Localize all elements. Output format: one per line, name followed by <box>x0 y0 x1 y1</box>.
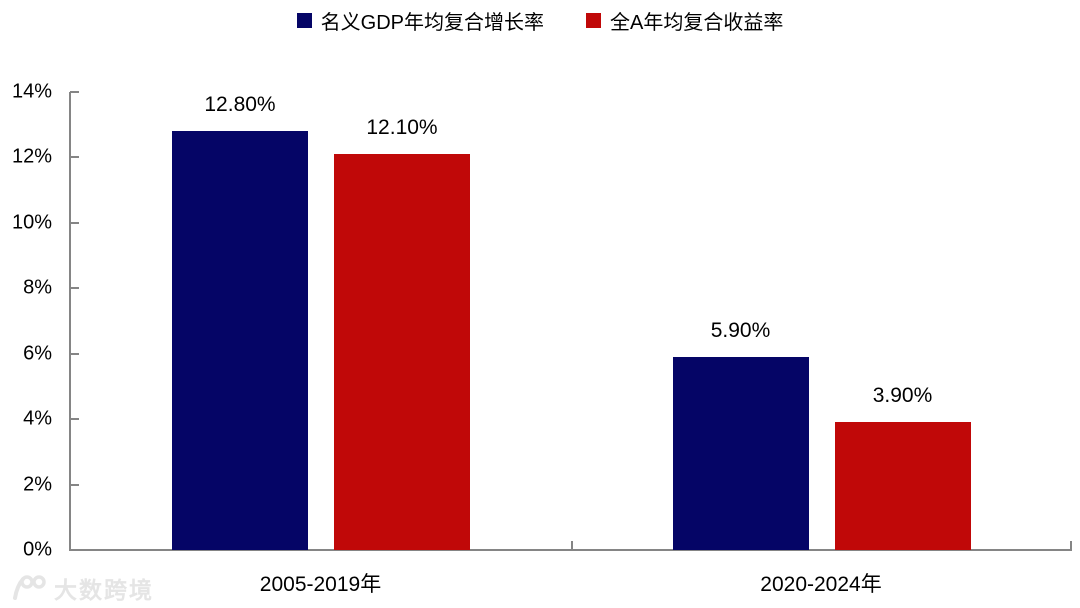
y-axis-tick-mark <box>70 418 79 421</box>
x-axis-tick-mark <box>571 541 573 550</box>
bar-gdp-1 <box>172 131 308 550</box>
legend-label-equity: 全A年均复合收益率 <box>610 12 784 34</box>
watermark-text: 大数跨境 <box>54 577 154 603</box>
x-axis-category-label: 2020-2024年 <box>760 573 882 596</box>
y-axis-tick-mark <box>70 91 79 93</box>
y-axis-tick-mark <box>70 221 79 224</box>
y-axis-tick-mark <box>70 156 79 159</box>
bar-gdp-2 <box>672 356 809 550</box>
legend-swatch-navy-icon <box>296 13 312 28</box>
bar-value-label: 12.10% <box>366 116 438 140</box>
bar-equity-2 <box>834 422 971 550</box>
legend-item-gdp: 名义GDP年均复合增长率 <box>296 6 544 35</box>
legend: 名义GDP年均复合增长率 全A年均复合收益率 <box>0 6 1080 35</box>
y-axis-tick-label: 14% <box>11 80 52 103</box>
legend-item-equity: 全A年均复合收益率 <box>586 6 783 35</box>
bar-value-label: 12.80% <box>204 93 276 117</box>
y-axis-tick-label: 8% <box>23 276 52 299</box>
y-axis-tick-mark <box>70 483 79 486</box>
legend-label-gdp: 名义GDP年均复合增长率 <box>320 12 544 34</box>
y-axis-tick-label: 6% <box>23 342 52 365</box>
y-axis-tick-mark <box>70 352 79 355</box>
watermark: 大数跨境 <box>8 571 154 605</box>
x-axis-tick-mark <box>1070 541 1072 550</box>
legend-swatch-red-icon <box>586 13 601 28</box>
y-axis-tick-label: 0% <box>23 538 52 561</box>
y-axis-line <box>69 92 71 551</box>
y-axis-tick-label: 10% <box>11 211 52 234</box>
bar-value-label: 3.90% <box>872 384 933 408</box>
bar-value-label: 5.90% <box>710 318 771 342</box>
watermark-100-logo-icon <box>8 574 48 602</box>
bar-equity-1 <box>334 154 470 550</box>
y-axis-tick-label: 4% <box>23 407 52 430</box>
y-axis-tick-label: 2% <box>23 473 52 496</box>
y-axis-tick-mark <box>70 287 79 290</box>
x-axis-line <box>69 549 1072 551</box>
y-axis-tick-label: 12% <box>11 145 52 168</box>
x-axis-category-label: 2005-2019年 <box>259 573 382 596</box>
